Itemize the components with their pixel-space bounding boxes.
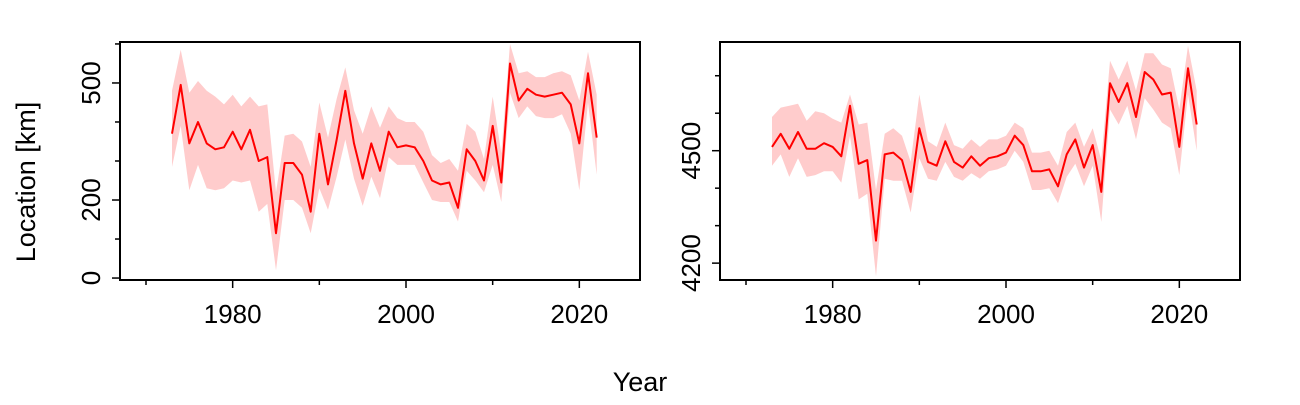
confidence-band bbox=[172, 44, 597, 271]
left-panel: 1980 2000 2020 0 200 500 bbox=[76, 41, 641, 329]
series-line bbox=[171, 62, 598, 235]
x-tick-label: 1980 bbox=[804, 299, 862, 329]
right-panel: 1980 2000 2020 4200 4500 bbox=[676, 41, 1241, 329]
x-tick-label: 1980 bbox=[204, 299, 262, 329]
x-tick-label: 2000 bbox=[377, 299, 435, 329]
y-tick-label: 4500 bbox=[676, 122, 706, 180]
x-tick-label: 2020 bbox=[1150, 299, 1208, 329]
plot-frame bbox=[719, 41, 1241, 281]
y-tick-label: 500 bbox=[76, 61, 106, 104]
x-tick-label: 2020 bbox=[550, 299, 608, 329]
y-tick-label: 4200 bbox=[676, 234, 706, 292]
y-axis-title: Location [km] bbox=[11, 102, 41, 263]
x-axis-title: Year bbox=[613, 367, 668, 397]
x-tick-label: 2000 bbox=[977, 299, 1035, 329]
y-tick-label: 200 bbox=[76, 178, 106, 221]
series-line bbox=[771, 67, 1198, 242]
y-tick-label: 0 bbox=[76, 271, 106, 285]
